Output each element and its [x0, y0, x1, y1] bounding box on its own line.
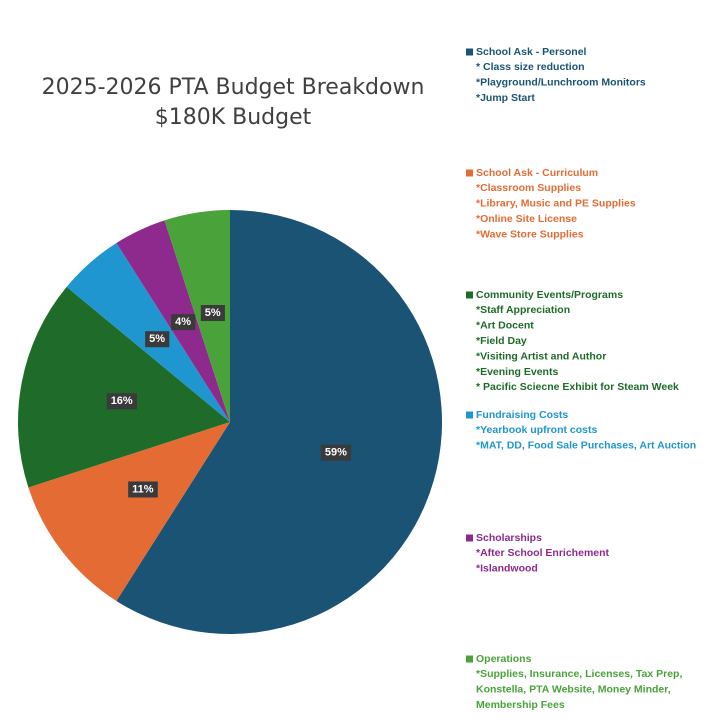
legend-detail: *Field Day	[476, 335, 527, 347]
legend-detail: *Playground/Lunchroom Monitors	[476, 77, 646, 89]
legend-marker	[466, 534, 473, 542]
pie-slice	[28, 422, 230, 601]
legend-detail: *Evening Events	[476, 366, 558, 378]
legend-detail: *Staff Appreciation	[476, 304, 570, 316]
legend-label: Scholarships	[476, 532, 542, 544]
legend-marker	[466, 48, 473, 56]
data-label-box	[145, 331, 170, 348]
data-label-box	[320, 444, 352, 461]
legend-label: School Ask - Curriculum	[476, 167, 598, 179]
legend-detail: *Supplies, Insurance, Licenses, Tax Prep…	[476, 668, 682, 680]
legend-detail: Membership Fees	[476, 699, 565, 711]
legend-detail: *Visiting Artist and Author	[476, 350, 606, 362]
legend-detail: Konstella, PTA Website, Money Minder,	[476, 684, 671, 696]
legend-label: Community Events/Programs	[476, 289, 623, 301]
data-label: 16%	[111, 395, 133, 407]
data-label: 5%	[205, 307, 221, 319]
data-label-box	[171, 314, 196, 331]
legend-detail: *After School Enrichement	[476, 547, 610, 559]
pie-slice	[116, 210, 442, 634]
legend-marker	[466, 411, 473, 419]
legend-marker	[466, 655, 473, 663]
legend-label: Fundraising Costs	[476, 409, 568, 421]
legend-label: School Ask - Personel	[476, 46, 587, 58]
pie-slice	[164, 210, 230, 422]
data-label: 5%	[149, 333, 165, 345]
data-label-box	[106, 393, 137, 410]
chart-title: 2025-2026 PTA Budget Breakdown	[42, 75, 425, 100]
data-label: 59%	[325, 447, 347, 459]
legend-detail: *Wave Store Supplies	[476, 228, 584, 240]
data-label-box	[200, 305, 225, 322]
legend-detail: *Classroom Supplies	[476, 182, 581, 194]
legend-marker	[466, 291, 473, 299]
legend-detail: *Islandwood	[476, 563, 538, 575]
legend-detail: * Class size reduction	[476, 61, 585, 73]
legend-label: Operations	[476, 653, 532, 665]
legend-detail: *Library, Music and PE Supplies	[476, 198, 636, 210]
legend-detail: *Yearbook upfront costs	[476, 424, 598, 436]
legend-detail: * Pacific Sciecne Exhibit for Steam Week	[476, 381, 679, 393]
legend-marker	[466, 169, 473, 177]
data-label-box	[128, 481, 158, 498]
legend-detail: *Art Docent	[476, 320, 534, 332]
legend-detail: *Online Site License	[476, 213, 577, 225]
chart-subtitle: $180K Budget	[155, 105, 312, 130]
data-label: 4%	[175, 316, 191, 328]
data-label: 11%	[132, 483, 154, 495]
legend-detail: *MAT, DD, Food Sale Purchases, Art Aucti…	[476, 440, 696, 452]
pie-slice	[17, 286, 230, 488]
legend-detail: *Jump Start	[476, 92, 535, 104]
